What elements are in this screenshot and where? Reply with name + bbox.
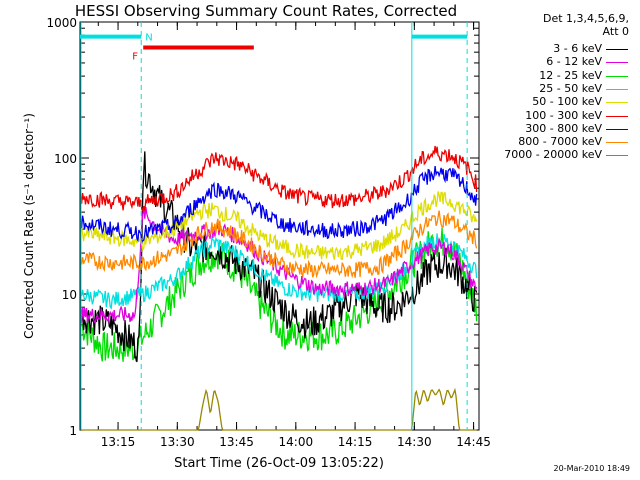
legend-label: 100 - 300 keV xyxy=(525,108,602,122)
flare-flag-label: F xyxy=(132,51,138,62)
series-line-100-300-kevkev xyxy=(80,145,478,212)
series-line-6-12-kevkev xyxy=(80,207,478,324)
legend-item: 3 - 6 keV xyxy=(478,42,628,55)
footer-timestamp: 20-Mar-2010 18:49 xyxy=(553,464,631,473)
legend-header: Det 1,3,4,5,6,9, Att 0 xyxy=(543,12,629,38)
legend-swatch xyxy=(606,102,628,104)
legend-swatch xyxy=(606,128,628,130)
x-tick-label: 14:45 xyxy=(456,435,491,449)
night-flag-label: N xyxy=(145,33,152,44)
legend-label: 25 - 50 keV xyxy=(539,81,602,95)
plot-area: 13:15 13:30 13:45 14:00 14:15 14:30 14:45 1 10 10… xyxy=(46,16,490,449)
legend-item: 300 - 800 keV xyxy=(478,122,628,135)
y-tick-label: 1 xyxy=(69,424,77,438)
x-tick-label: 14:00 xyxy=(279,435,314,449)
y-tick-label: 10 xyxy=(62,288,77,302)
legend-label: 6 - 12 keV xyxy=(546,55,602,69)
x-tick-label: 14:30 xyxy=(397,435,432,449)
legend-label: 3 - 6 keV xyxy=(553,42,602,55)
legend-item: 7000 - 20000 keV xyxy=(478,148,628,161)
legend-swatch xyxy=(606,49,628,50)
legend-label: 300 - 800 keV xyxy=(525,121,602,135)
legend-swatch xyxy=(606,115,628,117)
legend-header-line-1: Det 1,3,4,5,6,9, xyxy=(542,12,629,25)
legend-item: 100 - 300 keV xyxy=(478,109,628,122)
y-tick-label: 1000 xyxy=(46,16,77,30)
legend-label: 50 - 100 keV xyxy=(532,95,602,109)
x-tick-label: 13:15 xyxy=(101,435,136,449)
legend-swatch xyxy=(606,88,628,90)
legend-label: 12 - 25 keV xyxy=(539,68,602,82)
x-axis-label: Start Time (26-Oct-09 13:05:22) xyxy=(174,456,384,471)
legend-label: 800 - 7000 keV xyxy=(518,135,602,149)
x-tick-label: 13:30 xyxy=(160,435,195,449)
x-tick-label: 13:45 xyxy=(219,435,254,449)
series-line-7000-20000-kevkev xyxy=(81,387,477,431)
legend-item: 25 - 50 keV xyxy=(478,82,628,95)
series-line-300-800-kevkev xyxy=(80,166,478,243)
series-line-800-7000-kevkev xyxy=(80,210,478,279)
legend-item: 50 - 100 keV xyxy=(478,95,628,108)
y-tick-label: 100 xyxy=(54,152,77,166)
legend-header-line-2: Att 0 xyxy=(602,25,629,38)
legend-label: 7000 - 20000 keV xyxy=(504,148,602,162)
y-axis-label: Corrected Count Rate (s⁻¹ detector⁻¹) xyxy=(22,113,36,339)
legend-swatch xyxy=(606,75,628,77)
series-line-3-6-kevkev xyxy=(80,151,478,363)
x-tick-label: 14:15 xyxy=(338,435,373,449)
chart-title: HESSI Observing Summary Count Rates, Cor… xyxy=(75,2,457,20)
legend-item: 6 - 12 keV xyxy=(478,55,628,68)
legend-item: 800 - 7000 keV xyxy=(478,135,628,148)
plot-frame xyxy=(79,21,480,431)
legend-item: 12 - 25 keV xyxy=(478,69,628,82)
legend-swatch xyxy=(606,142,628,144)
legend-swatch xyxy=(606,62,628,64)
series-line-12-25-kevkev xyxy=(81,227,478,362)
legend-swatch xyxy=(606,155,628,157)
